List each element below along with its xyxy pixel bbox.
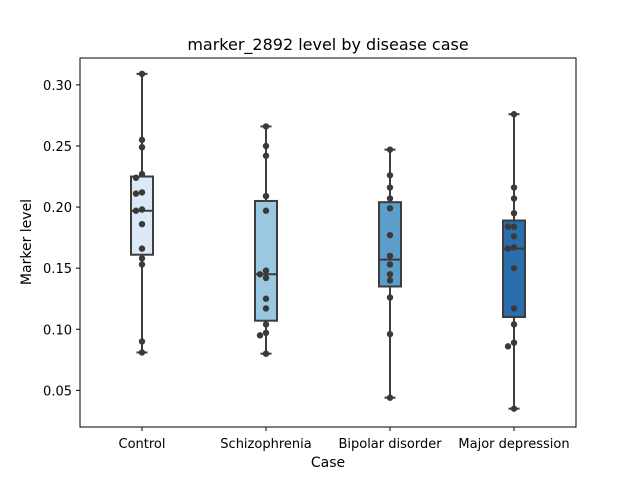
box-iqr: [254, 199, 278, 322]
box-schizophrenia: [254, 125, 278, 355]
data-point: [510, 405, 518, 412]
data-point: [262, 274, 270, 282]
data-point: [510, 244, 518, 251]
plot-frame: [79, 57, 577, 428]
y-tick-label: 0.30: [43, 79, 72, 94]
data-point: [132, 207, 140, 214]
data-point: [386, 231, 394, 239]
x-axis-label: Case: [311, 455, 345, 471]
data-point: [138, 70, 146, 78]
plot-area: [79, 57, 577, 428]
data-point: [262, 321, 270, 328]
y-tick-label: 0.25: [43, 140, 72, 155]
data-point: [132, 174, 140, 181]
data-point: [510, 264, 518, 272]
x-tick-label: Schizophrenia: [220, 437, 311, 452]
data-point: [386, 195, 394, 202]
data-point: [262, 142, 270, 150]
data-point: [510, 305, 518, 312]
data-point: [138, 206, 146, 213]
data-point: [386, 205, 394, 212]
box-major-depression: [502, 113, 526, 410]
data-point: [132, 190, 140, 197]
data-point: [262, 207, 270, 214]
data-point: [262, 350, 270, 357]
data-point: [504, 245, 512, 252]
data-point: [510, 209, 518, 217]
data-point: [262, 295, 270, 302]
data-point: [386, 146, 394, 153]
data-point: [138, 143, 146, 151]
x-tick-label: Control: [119, 437, 166, 452]
data-point: [510, 223, 518, 230]
data-point: [138, 245, 146, 252]
data-point: [510, 339, 518, 346]
data-point: [262, 329, 270, 337]
x-tick-label: Bipolar disorder: [338, 437, 442, 452]
data-point: [386, 184, 394, 191]
data-point: [510, 195, 518, 202]
data-point: [262, 305, 270, 312]
data-points: [132, 70, 518, 412]
data-point: [386, 394, 394, 401]
data-point: [138, 338, 146, 345]
data-point: [262, 152, 270, 159]
data-point: [138, 170, 146, 178]
data-point: [510, 321, 518, 328]
data-point: [138, 189, 146, 196]
data-point: [256, 332, 264, 339]
data-point: [262, 192, 270, 200]
y-axis: 0.05 0.10 0.15 0.20 0.25 0.30: [43, 79, 80, 399]
data-point: [386, 172, 394, 179]
data-point: [138, 349, 146, 356]
data-point: [138, 261, 146, 268]
box-iqr: [378, 201, 402, 288]
data-point: [262, 123, 270, 130]
data-point: [510, 233, 518, 240]
chart-title: marker_2892 level by disease case: [187, 35, 468, 55]
data-point: [504, 223, 512, 230]
data-point: [256, 271, 264, 278]
x-axis: Control Schizophrenia Bipolar disorder Majo…: [119, 427, 570, 452]
y-axis-label: Marker level: [19, 199, 35, 285]
data-point: [386, 294, 394, 301]
data-point: [504, 343, 512, 350]
data-point: [386, 277, 394, 284]
y-tick-label: 0.10: [43, 323, 72, 338]
x-tick-label: Major depression: [458, 437, 569, 452]
box-iqr: [130, 175, 154, 256]
data-point: [386, 252, 394, 260]
data-point: [386, 330, 394, 338]
data-point: [138, 220, 146, 228]
data-point: [510, 111, 518, 118]
y-tick-label: 0.15: [43, 262, 72, 277]
data-point: [138, 255, 146, 262]
data-point: [138, 136, 146, 144]
data-point: [386, 271, 394, 278]
y-tick-label: 0.20: [43, 201, 72, 216]
data-point: [262, 267, 270, 274]
data-point: [386, 261, 394, 268]
box-plots: [130, 72, 526, 410]
box-bipolar-disorder: [378, 148, 402, 399]
y-tick-label: 0.05: [43, 384, 72, 399]
data-point: [510, 184, 518, 191]
